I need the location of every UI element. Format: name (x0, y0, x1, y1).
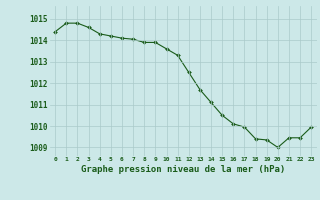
X-axis label: Graphe pression niveau de la mer (hPa): Graphe pression niveau de la mer (hPa) (81, 165, 285, 174)
